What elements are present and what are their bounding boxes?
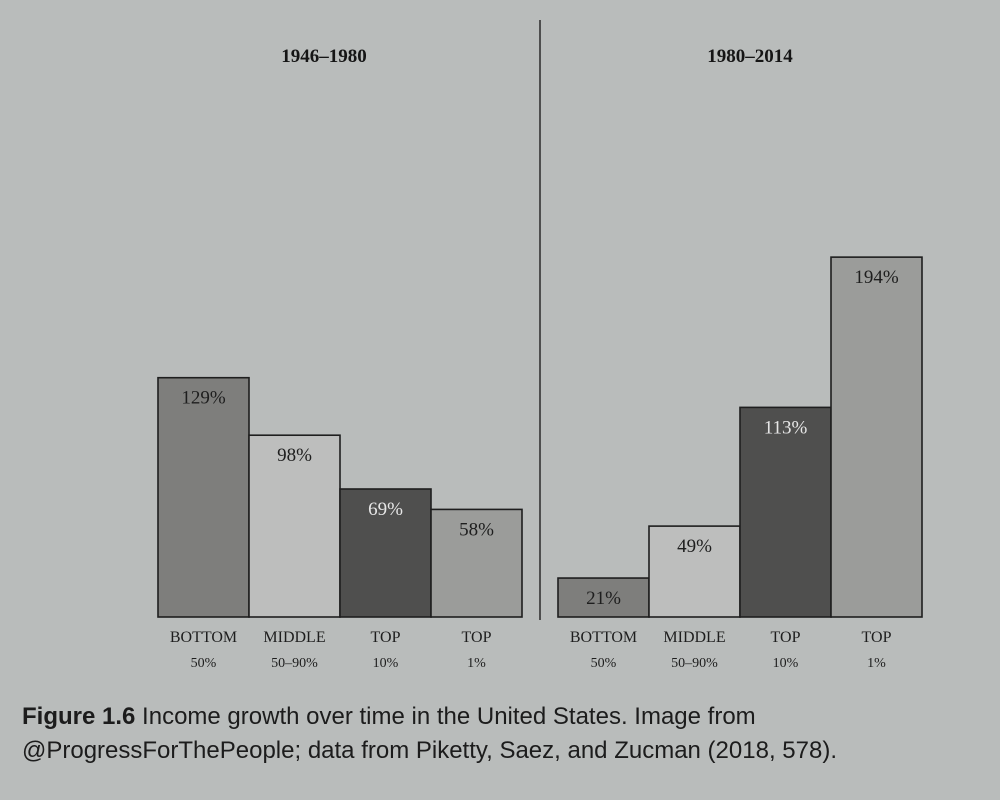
bar: [430, 508, 523, 618]
chart-panels: 1946–1980 129% BOTTOM 50% 98% MIDDLE 50–90% 69%…: [157, 46, 923, 671]
bar: [157, 376, 250, 618]
x-tick-label: TOP: [371, 629, 401, 646]
bar: [830, 256, 923, 618]
data-label: 113%: [764, 417, 808, 438]
data-label: 194%: [854, 267, 899, 288]
caption-text-1: Income growth over time in the United St…: [142, 703, 756, 730]
x-tick-label: BOTTOM: [570, 629, 637, 646]
x-tick-label: TOP: [462, 629, 492, 646]
panel-title: 1980–2014: [707, 46, 793, 67]
bar: [339, 488, 432, 618]
x-tick-label: BOTTOM: [170, 629, 237, 646]
caption-line-2: @ProgressForThePeople; data from Piketty…: [22, 737, 837, 764]
figure-number: Figure 1.6: [22, 703, 136, 730]
data-label: 21%: [586, 588, 621, 609]
x-tick-sublabel: 50–90%: [271, 656, 318, 671]
chart-panel-2: 1980–2014 21% BOTTOM 50% 49% MIDDLE 50–90% 113%…: [557, 46, 923, 671]
bar: [248, 434, 341, 618]
x-tick-label: MIDDLE: [663, 629, 725, 646]
data-label: 69%: [368, 499, 403, 520]
x-tick-label: TOP: [862, 629, 892, 646]
caption-line-1: Figure 1.6 Income growth over time in th…: [22, 700, 982, 734]
figure-caption: Figure 1.6 Income growth over time in th…: [22, 700, 982, 768]
bar: [648, 525, 741, 618]
x-tick-sublabel: 10%: [373, 656, 399, 671]
x-tick-label: MIDDLE: [263, 629, 325, 646]
x-tick-sublabel: 50%: [591, 656, 617, 671]
panel-title: 1946–1980: [281, 46, 367, 67]
bar: [557, 577, 650, 618]
chart-panel-1: 1946–1980 129% BOTTOM 50% 98% MIDDLE 50–90% 69%…: [157, 46, 523, 671]
x-tick-sublabel: 1%: [467, 656, 486, 671]
x-tick-sublabel: 10%: [773, 656, 799, 671]
data-label: 58%: [459, 519, 494, 540]
bar: [739, 406, 832, 618]
data-label: 129%: [181, 388, 226, 409]
x-tick-sublabel: 1%: [867, 656, 886, 671]
x-tick-label: TOP: [771, 629, 801, 646]
data-label: 98%: [277, 445, 312, 466]
data-label: 49%: [677, 536, 712, 557]
x-tick-sublabel: 50%: [191, 656, 217, 671]
x-tick-sublabel: 50–90%: [671, 656, 718, 671]
